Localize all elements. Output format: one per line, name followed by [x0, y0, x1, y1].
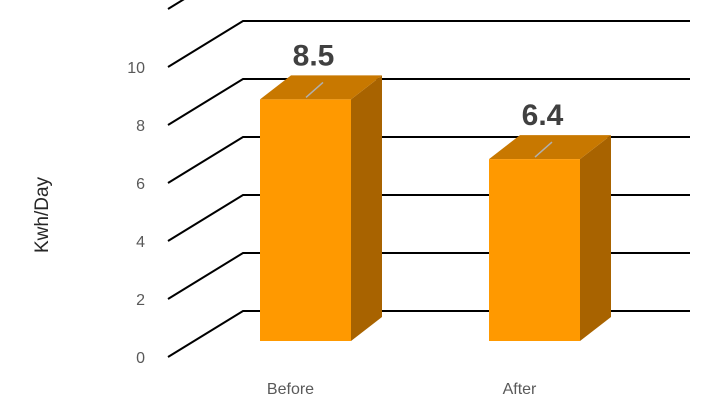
- data-label: 6.4: [522, 99, 564, 132]
- gridlines: [167, 0, 690, 358]
- gridline: [167, 136, 690, 184]
- gridline: [167, 20, 690, 68]
- bar-front: [260, 99, 351, 342]
- gridline: [167, 0, 185, 10]
- bar-after: 6.4: [489, 99, 611, 341]
- y-tick-label: 4: [136, 234, 145, 251]
- x-axis-categories: Before After: [267, 381, 537, 398]
- x-category-label: After: [503, 381, 537, 398]
- y-axis-label: Kwh/Day: [32, 176, 53, 253]
- gridline: [167, 310, 690, 358]
- y-tick-label: 2: [136, 292, 145, 309]
- bar-top: [260, 75, 382, 100]
- bar-front: [489, 159, 580, 341]
- gridline: [167, 78, 690, 126]
- bar-before: 8.5: [260, 39, 382, 342]
- x-category-label: Before: [267, 381, 314, 398]
- bar-side: [351, 75, 382, 342]
- data-label-leader: [534, 141, 553, 158]
- y-tick-label: 0: [136, 350, 145, 367]
- bars: 8.5 6.4: [260, 39, 611, 342]
- data-label-leader: [305, 81, 324, 98]
- gridline: [167, 194, 690, 242]
- y-tick-label: 10: [127, 60, 145, 77]
- bar-side: [580, 135, 611, 341]
- y-axis-ticks: 0 2 4 6 8 10: [127, 60, 145, 367]
- data-label: 8.5: [293, 39, 335, 72]
- y-tick-label: 6: [136, 176, 145, 193]
- bar-top: [489, 135, 611, 160]
- gridline: [167, 252, 690, 300]
- y-tick-label: 8: [136, 118, 145, 135]
